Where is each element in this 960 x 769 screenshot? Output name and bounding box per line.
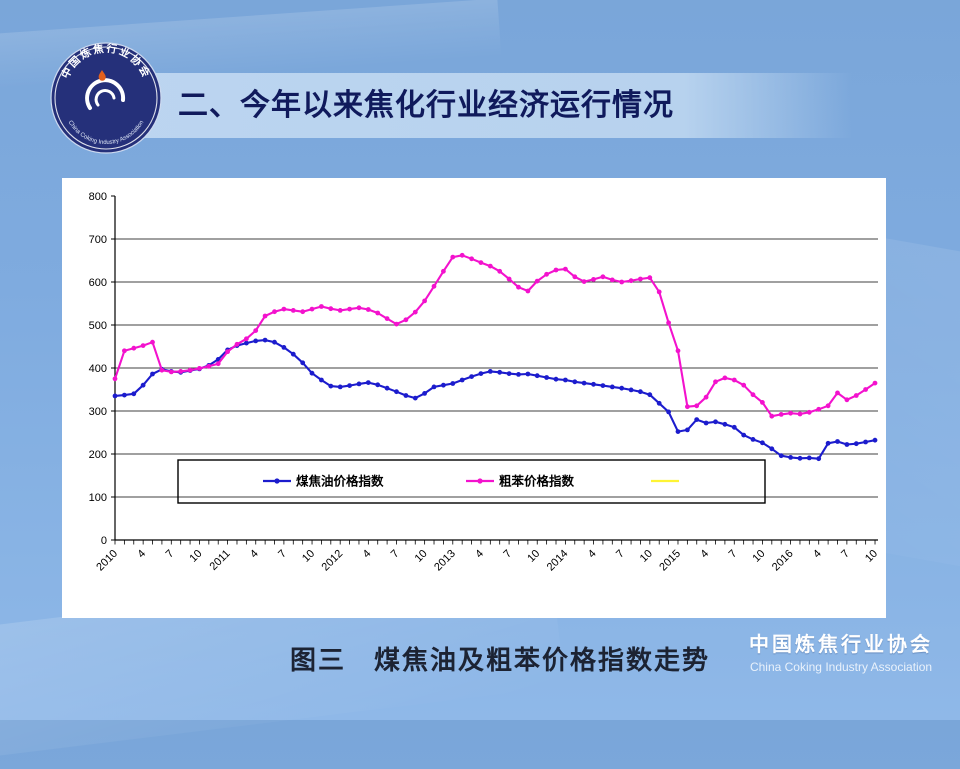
x-tick-label: 2014 — [545, 548, 571, 574]
x-tick-label: 4 — [135, 548, 148, 561]
y-tick-label: 600 — [89, 277, 107, 289]
y-tick-label: 700 — [89, 234, 107, 246]
x-tick-label: 7 — [276, 548, 289, 561]
x-tick-label: 10 — [525, 548, 542, 565]
figure-caption: 图三 煤焦油及粗苯价格指数走势 — [289, 646, 710, 675]
x-tick-label: 10 — [863, 548, 880, 565]
x-tick-label: 7 — [727, 548, 740, 561]
series-line-2 — [112, 252, 878, 419]
x-tick-label: 4 — [361, 548, 374, 561]
y-tick-label: 100 — [89, 492, 107, 504]
x-tick-label: 4 — [811, 548, 824, 561]
x-tick-label: 10 — [300, 548, 317, 565]
y-tick-label: 200 — [89, 449, 107, 461]
association-logo-icon: 中国炼焦行业协会 China Coking Industry Associati… — [50, 41, 162, 154]
x-tick-label: 7 — [839, 548, 852, 561]
association-logo: 中国炼焦行业协会 China Coking Industry Associati… — [50, 41, 162, 154]
x-tick-label: 10 — [413, 548, 430, 565]
x-tick-label: 2015 — [657, 548, 683, 574]
page-title: 二、今年以来焦化行业经济运行情况 — [178, 89, 674, 122]
y-axis: 0 100 200 300 400 500 600 700 800 — [89, 191, 115, 547]
legend-sample-marker — [274, 478, 280, 484]
legend-label: 煤焦油价格指数 — [296, 474, 384, 489]
chart-panel: 0 100 200 300 400 500 600 700 800 2010 4 7 10 2011 4 7 1… — [62, 178, 886, 618]
footer-organization: 中国炼焦行业协会 China Coking Industry Associati… — [728, 628, 954, 674]
chart-legend: 煤焦油价格指数 粗苯价格指数 — [177, 459, 766, 504]
x-tick-label: 4 — [698, 548, 711, 561]
x-tick-label: 2013 — [432, 548, 458, 574]
legend-label: 粗苯价格指数 — [499, 474, 575, 489]
x-tick-label: 7 — [614, 548, 627, 561]
footer-org-name-en: China Coking Industry Association — [749, 660, 933, 674]
y-tick-label: 300 — [89, 406, 107, 418]
x-tick-label: 7 — [164, 548, 177, 561]
x-tick-label: 2016 — [770, 548, 796, 574]
x-tick-label: 10 — [750, 548, 767, 565]
series-line-1 — [112, 337, 878, 462]
x-tick-label: 10 — [187, 548, 204, 565]
x-tick-label: 7 — [501, 548, 514, 561]
y-tick-label: 800 — [89, 191, 107, 203]
x-tick-label: 4 — [473, 548, 486, 561]
x-tick-label: 7 — [389, 548, 402, 561]
y-tick-label: 500 — [89, 320, 107, 332]
x-tick-label: 4 — [248, 548, 261, 561]
footer-org-name-cn: 中国炼焦行业协会 — [749, 634, 933, 656]
y-tick-label: 400 — [89, 363, 107, 375]
header-band — [88, 73, 852, 138]
x-tick-label: 4 — [586, 548, 599, 561]
legend-sample-marker — [477, 478, 483, 484]
logo-flame-icon — [98, 70, 106, 81]
x-axis-labels: 2010 4 7 10 2011 4 7 10 2012 4 7 10 2013 4 7 10 2014 4 7 10… — [94, 548, 880, 574]
x-tick-label: 10 — [638, 548, 655, 565]
x-tick-label: 2011 — [208, 548, 233, 573]
logo-emblem — [85, 70, 126, 110]
x-axis-ticks — [114, 540, 876, 545]
y-tick-label: 0 — [101, 535, 107, 547]
x-tick-label: 2012 — [320, 548, 346, 574]
gridlines — [115, 238, 878, 498]
x-tick-label: 2010 — [94, 548, 120, 574]
